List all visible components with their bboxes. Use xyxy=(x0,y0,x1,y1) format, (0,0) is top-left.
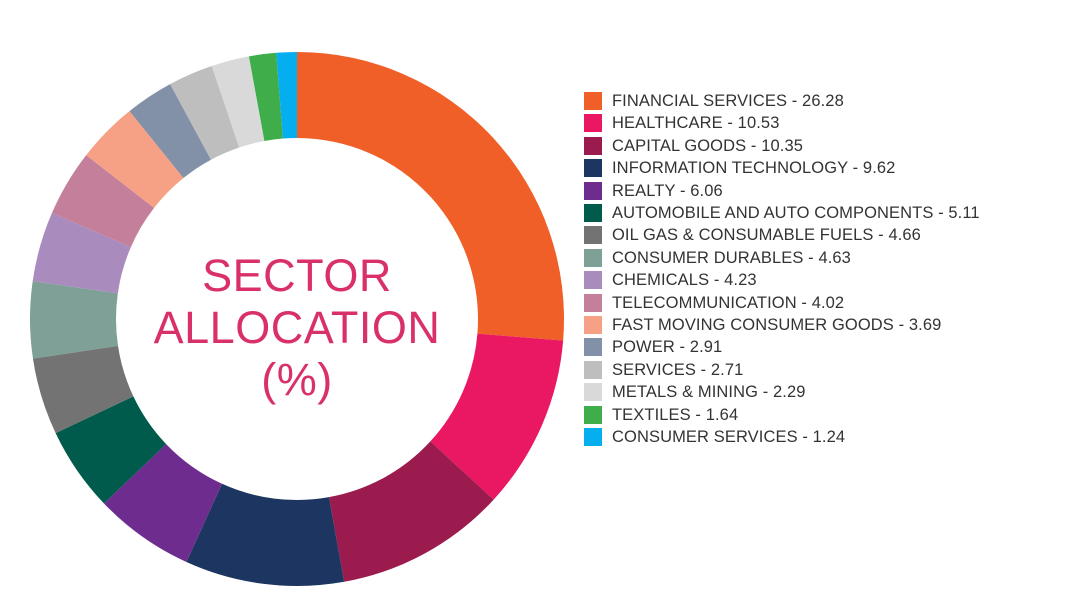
legend-swatch xyxy=(584,248,602,267)
legend-label: FINANCIAL SERVICES - 26.28 xyxy=(612,92,844,110)
legend-swatch xyxy=(584,338,602,357)
legend-item: OIL GAS & CONSUMABLE FUELS - 4.66 xyxy=(584,224,1004,246)
donut-slice-realty xyxy=(103,444,223,563)
donut-slice-services xyxy=(170,65,240,160)
donut-slice-consumer-durables xyxy=(29,281,119,359)
legend-item: POWER - 2.91 xyxy=(584,336,1004,358)
donut-slice-chemicals xyxy=(32,213,131,294)
donut-slice-textiles xyxy=(248,52,283,141)
legend-item: CONSUMER DURABLES - 4.63 xyxy=(584,247,1004,269)
legend-swatch xyxy=(584,114,602,133)
donut-slice-telecommunication xyxy=(51,155,155,248)
chart-title-line-1: SECTOR xyxy=(202,250,392,301)
legend-item: FINANCIAL SERVICES - 26.28 xyxy=(584,90,1004,112)
legend-swatch xyxy=(584,92,602,110)
chart-title-line-3: (%) xyxy=(261,354,333,405)
legend-label: CAPITAL GOODS - 10.35 xyxy=(612,136,803,155)
legend-item: SERVICES - 2.71 xyxy=(584,359,1004,381)
legend-label: AUTOMOBILE AND AUTO COMPONENTS - 5.11 xyxy=(612,204,980,223)
donut-slice-healthcare xyxy=(430,333,564,500)
legend-label: TELECOMMUNICATION - 4.02 xyxy=(612,293,845,312)
legend-swatch xyxy=(584,316,602,335)
donut-slice-information-technology xyxy=(186,483,345,586)
legend-item: CAPITAL GOODS - 10.35 xyxy=(584,135,1004,157)
donut-slice-capital-goods xyxy=(328,441,494,582)
legend-item: TELECOMMUNICATION - 4.02 xyxy=(584,292,1004,314)
legend-label: METALS & MINING - 2.29 xyxy=(612,383,806,402)
legend-swatch xyxy=(584,383,602,402)
legend-item: AUTOMOBILE AND AUTO COMPONENTS - 5.11 xyxy=(584,202,1004,224)
legend-item: METALS & MINING - 2.29 xyxy=(584,381,1004,403)
legend-label: FAST MOVING CONSUMER GOODS - 3.69 xyxy=(612,316,942,335)
legend-item: REALTY - 6.06 xyxy=(584,180,1004,202)
legend-swatch xyxy=(584,360,602,379)
legend-label: POWER - 2.91 xyxy=(612,338,723,357)
legend-swatch xyxy=(584,181,602,200)
donut-slice-metals-mining xyxy=(211,56,265,148)
chart-legend: FINANCIAL SERVICES - 26.28 HEALTHCARE - 1… xyxy=(584,90,1004,449)
legend-label: INFORMATION TECHNOLOGY - 9.62 xyxy=(612,159,896,178)
legend-swatch xyxy=(584,159,602,178)
legend-label: OIL GAS & CONSUMABLE FUELS - 4.66 xyxy=(612,226,921,245)
legend-item: HEALTHCARE - 10.53 xyxy=(584,112,1004,134)
donut-slice-financial-services xyxy=(297,52,564,341)
legend-label: SERVICES - 2.71 xyxy=(612,360,744,379)
donut-slice-power xyxy=(129,84,211,179)
legend-item: TEXTILES - 1.64 xyxy=(584,404,1004,426)
legend-label: REALTY - 6.06 xyxy=(612,181,723,200)
legend-swatch xyxy=(584,405,602,424)
donut-slice-fast-moving-consumer-goods xyxy=(86,111,184,208)
chart-title: SECTOR ALLOCATION (%) xyxy=(137,250,457,406)
legend-label: CHEMICALS - 4.23 xyxy=(612,271,757,290)
donut-slice-consumer-services xyxy=(276,52,297,139)
legend-label: CONSUMER SERVICES - 1.24 xyxy=(612,428,846,447)
legend-label: TEXTILES - 1.64 xyxy=(612,405,739,424)
legend-swatch xyxy=(584,271,602,290)
legend-swatch xyxy=(584,226,602,245)
donut-slice-oil-gas-consumable-fuels xyxy=(32,345,134,434)
legend-label: CONSUMER DURABLES - 4.63 xyxy=(612,248,851,267)
legend-item: CONSUMER SERVICES - 1.24 xyxy=(584,426,1004,448)
sector-allocation-donut-chart xyxy=(29,52,564,586)
legend-swatch xyxy=(584,204,602,223)
donut-slice-automobile-and-auto-components xyxy=(55,396,167,504)
legend-item: INFORMATION TECHNOLOGY - 9.62 xyxy=(584,157,1004,179)
chart-title-line-2: ALLOCATION xyxy=(153,302,441,353)
legend-swatch xyxy=(584,428,602,447)
legend-label: HEALTHCARE - 10.53 xyxy=(612,114,780,133)
legend-swatch xyxy=(584,293,602,312)
legend-item: CHEMICALS - 4.23 xyxy=(584,269,1004,291)
legend-swatch xyxy=(584,136,602,155)
legend-item: FAST MOVING CONSUMER GOODS - 3.69 xyxy=(584,314,1004,336)
